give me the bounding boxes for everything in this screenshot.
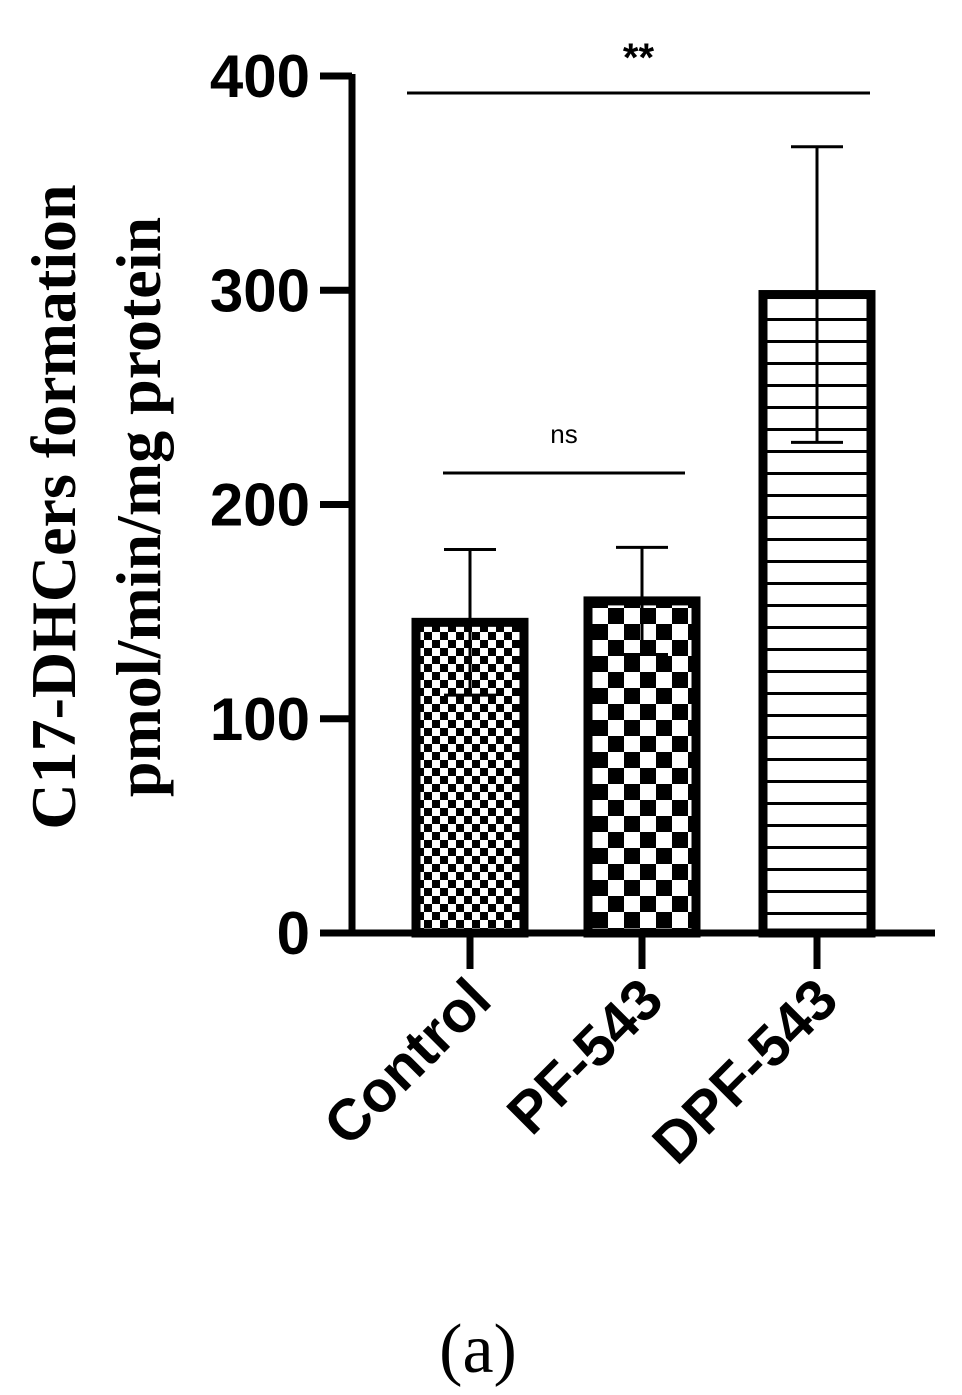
y-tick-label: 200 [210,472,310,539]
y-tick-label: 0 [277,900,310,967]
y-axis: 0 100 200 300 400 [210,43,356,967]
significance-label: ns [550,419,577,449]
y-axis-title-line-1: C17-DHCers formation [18,184,89,829]
y-axis-title-line-2: pmol/min/mg protein [103,217,174,797]
panel-label: (a) [439,1311,517,1388]
significance-annotations: ns ** [407,36,870,475]
y-tick-label: 300 [210,257,310,324]
y-tick-label: 100 [210,686,310,753]
y-tick-label: 400 [210,43,310,110]
y-axis-title: C17-DHCers formation pmol/min/mg protein [18,184,174,829]
x-tick-label: PF-543 [495,966,675,1146]
significance-label: ** [623,36,655,80]
bars [411,145,876,938]
x-tick-label: Control [311,966,503,1158]
x-tick-label: DPF-543 [640,966,850,1176]
